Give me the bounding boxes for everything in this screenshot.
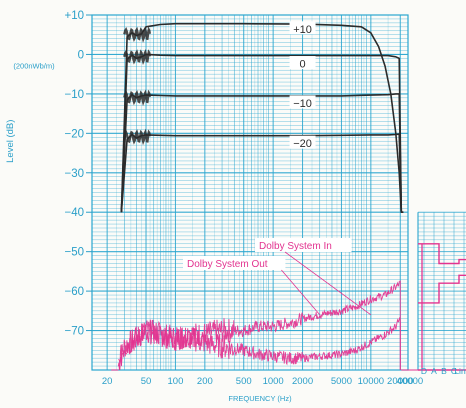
- inset-trace-0: [418, 243, 466, 265]
- noise-annotation-leader: [284, 251, 372, 316]
- y-tick-label: −60: [64, 286, 84, 298]
- inset-category-label: B: [441, 366, 447, 376]
- y-tick-label: −30: [64, 168, 84, 180]
- y-tick-label: +10: [64, 10, 84, 22]
- y-tick-label: −50: [64, 247, 84, 259]
- curve-label-box: [289, 56, 316, 70]
- inset-trace-1: [418, 274, 466, 304]
- x-tick-label: 100: [168, 376, 184, 387]
- x-axis-label: FREQUENCY (Hz): [228, 394, 292, 403]
- x-tick-label-40000: 40000: [397, 376, 423, 387]
- x-tick-label: 50: [141, 376, 152, 387]
- response-ringing: [123, 89, 151, 106]
- response-ringing: [123, 48, 151, 66]
- x-tick-label: 5000: [331, 376, 352, 387]
- y-tick-label: −20: [64, 128, 84, 140]
- curve-label: 0: [299, 59, 305, 71]
- x-tick-label: 200: [197, 376, 213, 387]
- x-tick-label: 2000: [292, 376, 313, 387]
- x-tick-label: 20: [102, 376, 113, 387]
- inset-category-label: C: [451, 366, 457, 376]
- plot-frame: [91, 14, 409, 371]
- response-ringing: [123, 128, 151, 146]
- y-tick-label: −10: [64, 89, 84, 101]
- noise-annotation-leader: [281, 269, 321, 316]
- inset-category-label: A: [431, 366, 437, 376]
- x-tick-label: 1000: [263, 376, 284, 387]
- response-curves: +10 0 −10 −20: [120, 21, 404, 213]
- noise-trace-dolby-in: [118, 317, 401, 371]
- y-axis-label: Level (dB): [5, 120, 16, 163]
- noise-annotation-label: Dolby System In: [259, 241, 332, 252]
- curve-label: +10: [293, 24, 312, 36]
- noise-annotation-box: [183, 256, 286, 270]
- x-tick-label: 20000: [387, 376, 413, 387]
- curve-label: −20: [293, 138, 312, 150]
- curve-label-box: [289, 21, 316, 35]
- curve-label-box: [289, 135, 316, 149]
- curve-label-box: [289, 95, 316, 109]
- response-curve-20: [120, 133, 403, 213]
- y-tick-label: 0: [78, 49, 84, 61]
- x-tick-label: 500: [236, 376, 252, 387]
- inset-category-label: Lin: [454, 366, 466, 376]
- curve-label: −10: [293, 98, 312, 110]
- inset-category-label: D: [421, 366, 427, 376]
- x-tick-label: 10000: [358, 376, 384, 387]
- y-axis-unit: (200nWb/m): [13, 61, 55, 70]
- y-tick-label: −40: [64, 207, 84, 219]
- response-ringing: [123, 26, 151, 43]
- noise-traces: Dolby System In Dolby System Out: [111, 238, 418, 371]
- y-tick-label: −70: [64, 326, 84, 338]
- response-curve-10: [120, 93, 403, 213]
- noise-annotation-label: Dolby System Out: [187, 259, 268, 270]
- labels: +10 0 −10 −20 −30 −40 −50 −60 −70 (200nWb/m) Level…: [5, 10, 466, 403]
- noise-annotation-box: [255, 238, 352, 252]
- weighting-inset: [418, 243, 466, 371]
